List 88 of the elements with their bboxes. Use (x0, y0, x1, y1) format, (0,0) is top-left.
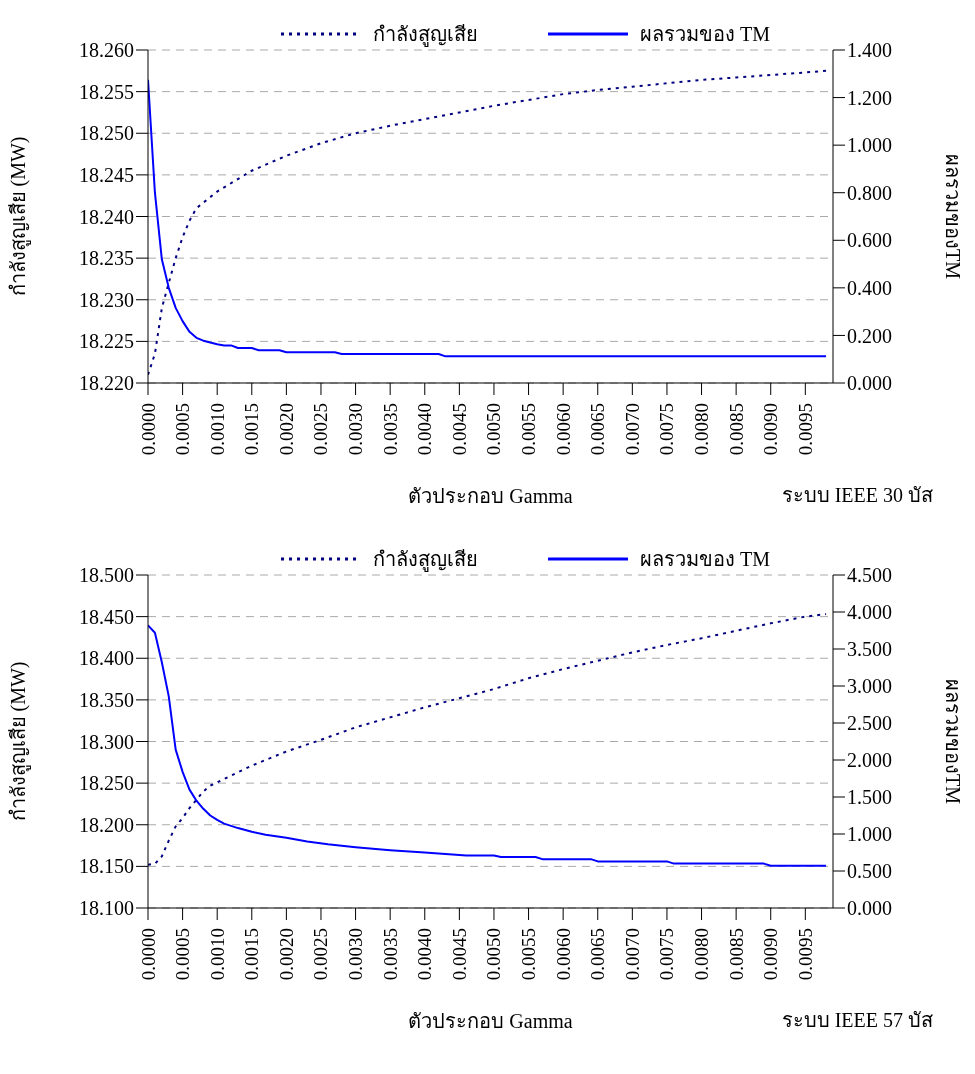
y2-tick-label: 4.500 (847, 564, 892, 587)
y-tick-label: 18.350 (79, 688, 134, 711)
x-tick-label: 0.0040 (414, 403, 436, 456)
y-tick-label: 18.240 (79, 205, 134, 228)
x-tick-label: 0.0045 (448, 928, 470, 981)
y2-tick-label: 3.000 (847, 675, 892, 698)
y2-tick-label: 1.000 (847, 134, 892, 157)
y2-tick-label: 0.800 (847, 181, 892, 204)
y2-tick-label: 2.500 (847, 712, 892, 735)
legend-label: กำลังสูญเสีย (373, 547, 478, 574)
x-tick-label: 0.0095 (794, 928, 816, 981)
x-tick-label: 0.0010 (206, 928, 228, 981)
y2-tick-label: 1.400 (847, 39, 892, 62)
x-tick-label: 0.0000 (137, 928, 159, 981)
x-tick-label: 0.0055 (518, 403, 540, 456)
y2-tick-label: 2.000 (847, 749, 892, 772)
y2-tick-label: 0.200 (847, 324, 892, 347)
legend-label: กำลังสูญเสีย (373, 22, 478, 49)
y-tick-label: 18.150 (79, 855, 134, 878)
y2-tick-label: 0.000 (847, 372, 892, 395)
x-tick-label: 0.0005 (172, 403, 194, 456)
x-tick-label: 0.0095 (794, 403, 816, 456)
x-axis-title: ตัวประกอบ Gamma (408, 1010, 573, 1032)
y-tick-label: 18.225 (79, 330, 134, 353)
y-tick-label: 18.400 (79, 647, 134, 670)
y-tick-label: 18.250 (79, 772, 134, 795)
legend-label: ผลรวมของ TM (640, 547, 770, 572)
x-tick-label: 0.0075 (656, 403, 678, 456)
x-tick-label: 0.0045 (448, 403, 470, 456)
y2-tick-label: 0.400 (847, 276, 892, 299)
x-tick-label: 0.0025 (310, 403, 332, 456)
x-tick-label: 0.0020 (275, 928, 297, 981)
x-tick-label: 0.0065 (587, 928, 609, 981)
x-tick-label: 0.0035 (379, 403, 401, 456)
x-tick-label: 0.0075 (656, 928, 678, 981)
y-tick-label: 18.200 (79, 813, 134, 836)
y-tick-label: 18.230 (79, 288, 134, 311)
x-tick-label: 0.0030 (345, 928, 367, 981)
y-axis-title: กำลังสูญเสีย (MW) (7, 661, 32, 822)
y2-tick-label: 1.000 (847, 823, 892, 846)
y-tick-label: 18.245 (79, 163, 134, 186)
x-tick-label: 0.0050 (483, 403, 505, 456)
x-tick-label: 0.0055 (518, 928, 540, 981)
x-tick-label: 0.0010 (206, 403, 228, 456)
y2-tick-label: 0.000 (847, 897, 892, 920)
y-tick-label: 18.220 (79, 372, 134, 395)
y-axis-title: กำลังสูญเสีย (MW) (7, 136, 32, 297)
y-tick-label: 18.450 (79, 605, 134, 628)
x-tick-label: 0.0080 (691, 403, 713, 456)
x-tick-label: 0.0080 (691, 928, 713, 981)
y-tick-label: 18.300 (79, 730, 134, 753)
legend-label: ผลรวมของ TM (640, 22, 770, 47)
text: ระบบ IEEE 57 บัส (781, 1008, 933, 1033)
y2-tick-label: 4.000 (847, 601, 892, 624)
y-tick-label: 18.255 (79, 80, 134, 103)
x-tick-label: 0.0005 (172, 928, 194, 981)
x-tick-label: 0.0035 (379, 928, 401, 981)
x-tick-label: 0.0040 (414, 928, 436, 981)
x-tick-label: 0.0015 (241, 928, 263, 981)
x-tick-label: 0.0020 (275, 403, 297, 456)
x-axis-title: ตัวประกอบ Gamma (408, 485, 573, 507)
x-tick-label: 0.0000 (137, 403, 159, 456)
y-tick-label: 18.100 (79, 897, 134, 920)
x-tick-label: 0.0025 (310, 928, 332, 981)
x-tick-label: 0.0050 (483, 928, 505, 981)
x-tick-label: 0.0070 (621, 928, 643, 981)
y2-tick-label: 3.500 (847, 638, 892, 661)
x-tick-label: 0.0065 (587, 403, 609, 456)
y2-tick-label: 1.500 (847, 786, 892, 809)
x-tick-label: 0.0090 (760, 403, 782, 456)
x-tick-label: 0.0085 (725, 928, 747, 981)
y-tick-label: 18.260 (79, 39, 134, 62)
y2-tick-label: 0.600 (847, 229, 892, 252)
x-tick-label: 0.0030 (345, 403, 367, 456)
x-tick-label: 0.0070 (621, 403, 643, 456)
y2-axis-title: ผลรวมของTM (941, 154, 964, 280)
y-tick-label: 18.250 (79, 122, 134, 145)
x-tick-label: 0.0085 (725, 403, 747, 456)
y2-tick-label: 0.500 (847, 860, 892, 883)
x-tick-label: 0.0090 (760, 928, 782, 981)
y2-tick-label: 1.200 (847, 86, 892, 109)
y-tick-label: 18.235 (79, 247, 134, 270)
x-tick-label: 0.0060 (552, 928, 574, 981)
x-tick-label: 0.0015 (241, 403, 263, 456)
y2-axis-title: ผลรวมของTM (941, 679, 964, 805)
y-tick-label: 18.500 (79, 564, 134, 587)
x-tick-label: 0.0060 (552, 403, 574, 456)
text: ระบบ IEEE 30 บัส (781, 483, 933, 508)
